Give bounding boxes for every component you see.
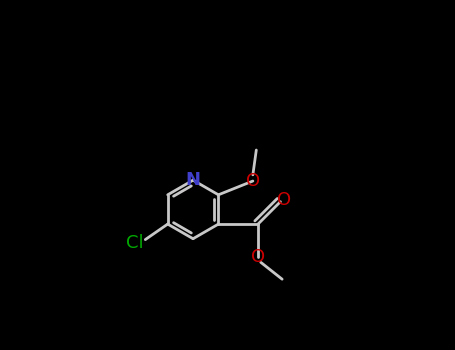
Text: O: O [278, 191, 292, 209]
Text: O: O [251, 248, 265, 266]
Text: O: O [246, 172, 260, 190]
Text: N: N [186, 171, 201, 189]
Text: Cl: Cl [126, 234, 144, 252]
